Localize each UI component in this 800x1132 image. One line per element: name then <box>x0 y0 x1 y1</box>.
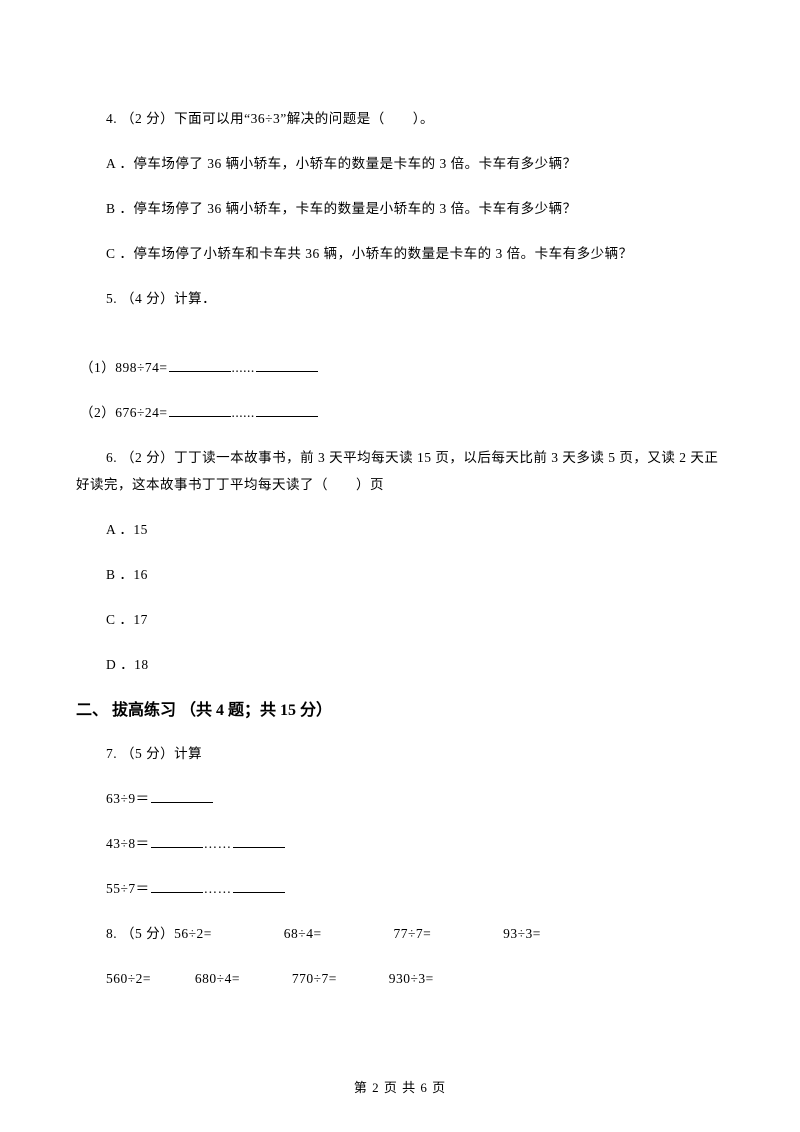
blank[interactable] <box>151 834 203 848</box>
q4-stem: 4. （2 分）下面可以用“36÷3”解决的问题是（ ）。 <box>76 105 724 132</box>
q7-p1-label: 63÷9＝ <box>106 791 150 806</box>
q5-p1-dots: ...... <box>232 360 255 375</box>
q6-option-b: B ．16 <box>76 561 724 588</box>
q7-p2-dots: …… <box>204 836 232 851</box>
q8-r2c3: 770÷7= <box>292 971 337 986</box>
blank[interactable] <box>169 358 231 372</box>
blank[interactable] <box>169 403 231 417</box>
q4-option-a: A ．停车场停了 36 辆小轿车，小轿车的数量是卡车的 3 倍。卡车有多少辆？ <box>76 150 724 177</box>
q8-r1c4: 93÷3= <box>503 926 541 941</box>
q8-row1: 8. （5 分）56÷2= 68÷4= 77÷7= 93÷3= <box>76 920 724 947</box>
q5-p2-dots: ...... <box>232 405 255 420</box>
q7-part2: 43÷8＝ …… <box>76 830 724 857</box>
q8-r2c1: 560÷2= <box>106 971 151 986</box>
q6-stem-line1: 6. （2 分）丁丁读一本故事书，前 3 天平均每天读 15 页，以后每天比前 … <box>76 444 724 471</box>
blank[interactable] <box>151 879 203 893</box>
q6-option-c: C ．17 <box>76 606 724 633</box>
q4-option-b: B ．停车场停了 36 辆小轿车，卡车的数量是小轿车的 3 倍。卡车有多少辆？ <box>76 195 724 222</box>
q8-row2: 560÷2= 680÷4= 770÷7= 930÷3= <box>76 965 724 992</box>
q8-r1c3: 77÷7= <box>393 926 431 941</box>
q8-r2c4: 930÷3= <box>389 971 434 986</box>
q6-option-d: D ．18 <box>76 651 724 678</box>
blank[interactable] <box>256 403 318 417</box>
q4-option-c: C ．停车场停了小轿车和卡车共 36 辆，小轿车的数量是卡车的 3 倍。卡车有多… <box>76 240 724 267</box>
q8-r1c2: 68÷4= <box>284 926 322 941</box>
q5-stem: 5. （4 分）计算． <box>76 285 724 312</box>
q7-p3-dots: …… <box>204 881 232 896</box>
page-footer: 第 2 页 共 6 页 <box>0 1077 800 1096</box>
q7-stem: 7. （5 分）计算 <box>76 740 724 767</box>
q5-p1-label: （1）898÷74= <box>80 360 168 375</box>
blank[interactable] <box>233 879 285 893</box>
q6-stem-line2: 好读完，这本故事书丁丁平均每天读了（ ）页 <box>76 471 724 498</box>
q7-p2-label: 43÷8＝ <box>106 836 150 851</box>
q8-r1c1: 8. （5 分）56÷2= <box>106 926 212 941</box>
q7-p3-label: 55÷7＝ <box>106 881 150 896</box>
blank[interactable] <box>151 789 213 803</box>
q6-option-a: A ．15 <box>76 516 724 543</box>
blank[interactable] <box>256 358 318 372</box>
q5-p2-label: （2）676÷24= <box>80 405 168 420</box>
section-2-heading: 二、 拔高练习 （共 4 题；共 15 分） <box>76 696 724 720</box>
q7-part1: 63÷9＝ <box>76 785 724 812</box>
q8-r2c2: 680÷4= <box>195 971 240 986</box>
blank[interactable] <box>233 834 285 848</box>
q5-part1: （1）898÷74=...... <box>76 354 724 381</box>
q5-part2: （2）676÷24=...... <box>76 399 724 426</box>
q7-part3: 55÷7＝ …… <box>76 875 724 902</box>
